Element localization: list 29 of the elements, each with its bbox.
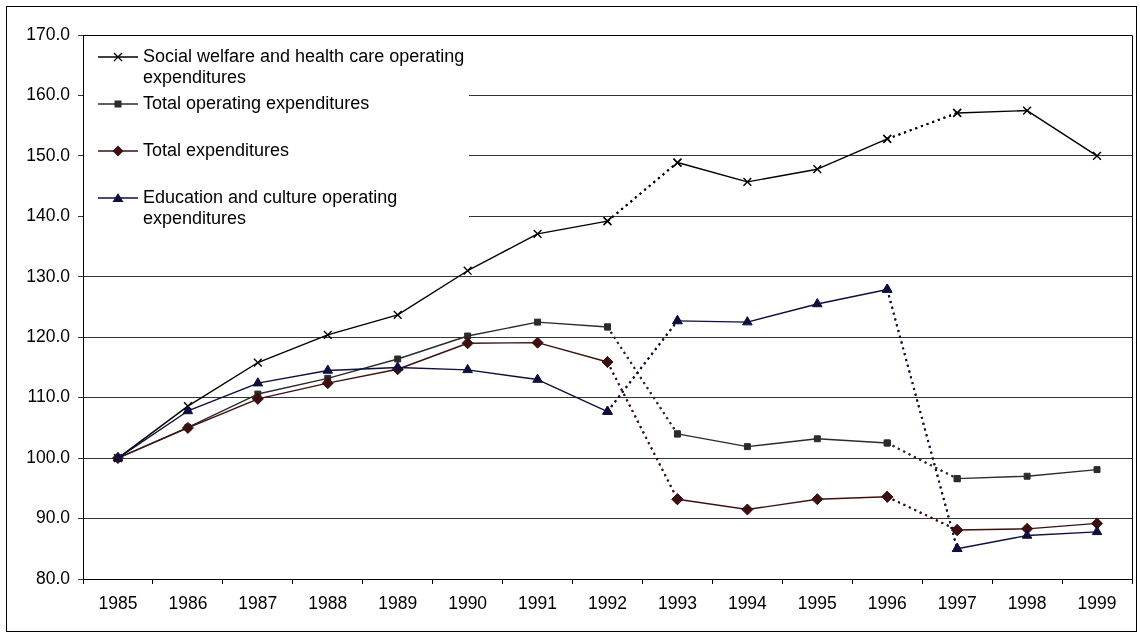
x-tick-label: 1993 [657, 593, 697, 614]
x-tick-label: 1999 [1077, 593, 1117, 614]
x-tick-label: 1988 [308, 593, 348, 614]
x-tick-label: 1997 [937, 593, 977, 614]
x-tick-label: 1985 [98, 593, 138, 614]
x-tick-label: 1986 [168, 593, 208, 614]
y-tick-label: 130.0 [26, 265, 71, 286]
y-tick-label: 90.0 [35, 507, 71, 528]
x-tick-label: 1990 [448, 593, 488, 614]
y-tick-label: 100.0 [26, 446, 71, 467]
x-tick-label: 1989 [378, 593, 418, 614]
y-tick-label: 140.0 [26, 205, 71, 226]
x-tick-label: 1996 [867, 593, 907, 614]
y-tick-label: 80.0 [35, 567, 71, 588]
x-tick-label: 1998 [1007, 593, 1047, 614]
x-tick-label: 1995 [797, 593, 837, 614]
legend-label: Social welfare and health care operating expenditures [143, 46, 466, 88]
y-tick-label: 120.0 [26, 326, 71, 347]
x-tick-label: 1987 [238, 593, 278, 614]
legend-label: Total expenditures [143, 140, 291, 161]
x-tick-label: 1991 [518, 593, 558, 614]
legend-label: Education and culture operating expenditures [143, 187, 399, 229]
y-tick-label: 110.0 [27, 386, 71, 407]
x-tick-label: 1992 [588, 593, 627, 614]
y-tick-label: 160.0 [26, 84, 71, 105]
y-tick-label: 150.0 [26, 144, 71, 165]
x-tick-label: 1994 [727, 593, 768, 614]
y-tick-label: 170.0 [26, 23, 71, 44]
legend-label: Total operating expenditures [143, 93, 371, 114]
